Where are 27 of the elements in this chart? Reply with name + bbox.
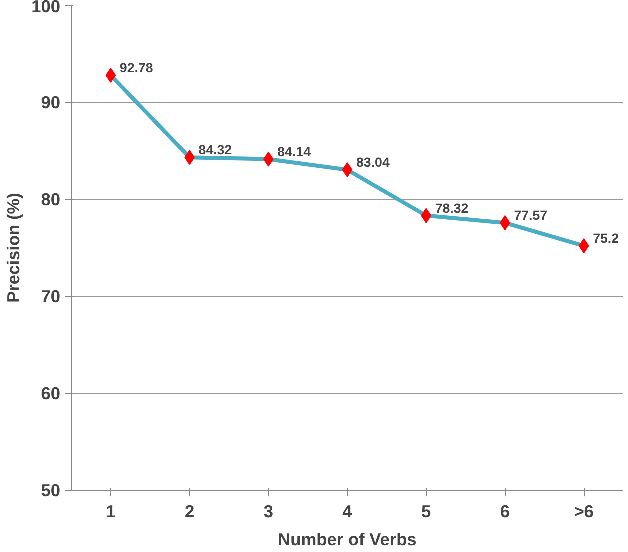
y-tick-label: 70	[41, 286, 61, 306]
x-tick-label: >6	[574, 502, 594, 522]
x-tick-label: 1	[106, 502, 116, 522]
y-axis-title: Precision (%)	[4, 193, 24, 303]
data-label: 77.57	[514, 208, 548, 224]
y-tick-label: 80	[41, 190, 61, 210]
data-label: 78.32	[435, 200, 469, 216]
x-axis-title: Number of Verbs	[278, 530, 417, 550]
data-label: 75.2	[593, 231, 620, 246]
point	[578, 238, 590, 254]
data-label: 84.32	[198, 142, 232, 158]
point	[263, 152, 274, 167]
point	[342, 162, 353, 178]
x-tick-label: 4	[342, 502, 353, 522]
x-tick-label: 2	[184, 502, 195, 522]
data-label: 92.78	[120, 60, 154, 76]
x-tick-label: 6	[500, 502, 510, 522]
y-tick-label: 50	[41, 480, 61, 500]
data-label: 84.14	[278, 144, 312, 160]
point	[106, 68, 116, 84]
x-tick-label: 5	[422, 502, 432, 522]
data-label: 83.04	[356, 155, 390, 170]
point	[421, 208, 432, 224]
y-tick-label: 90	[41, 92, 61, 112]
y-tick-label: 100	[32, 0, 61, 16]
y-tick-label: 60	[41, 384, 61, 404]
x-tick-label: 3	[264, 502, 274, 522]
